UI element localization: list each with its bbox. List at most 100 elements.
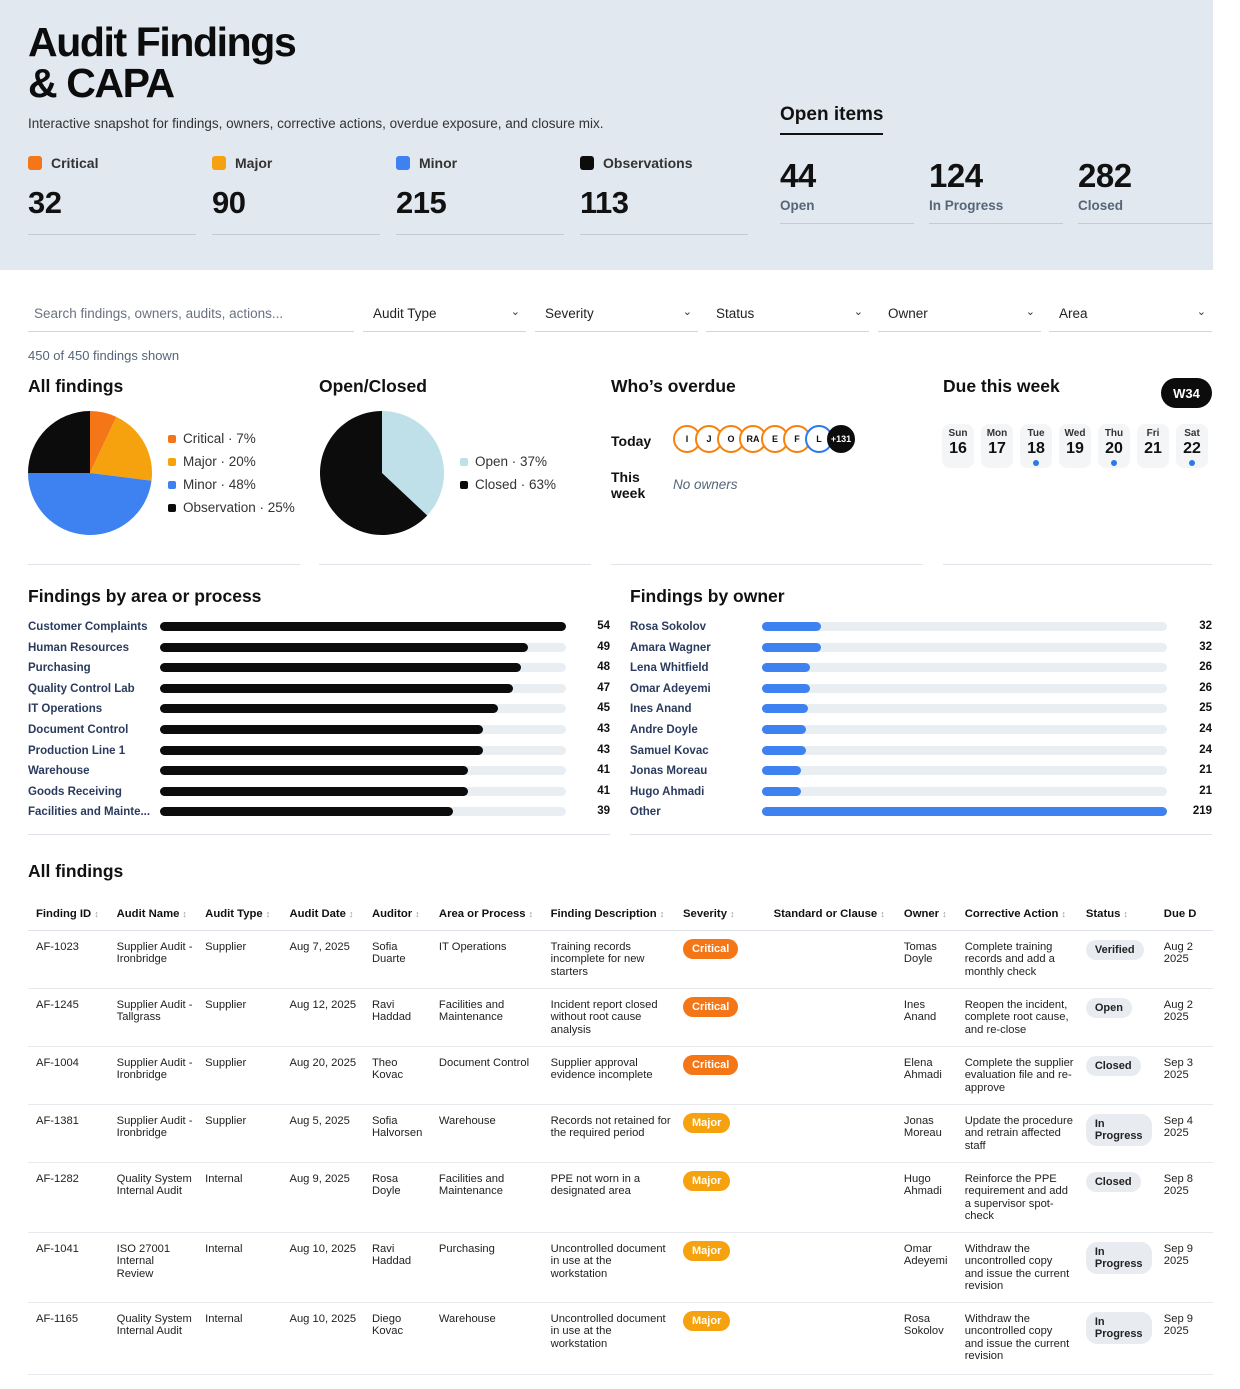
table-row[interactable]: AF-1023 Supplier Audit - Ironbridge Suppli…: [28, 930, 1213, 989]
table-cell: Major: [675, 1104, 766, 1163]
bar-fill: [160, 786, 469, 796]
day-thu[interactable]: Thu 20: [1098, 424, 1130, 468]
column-header[interactable]: Corrective Action ↕: [956, 898, 1078, 931]
table-cell: Critical: [675, 988, 766, 1047]
table-row[interactable]: AF-1282 Quality System Internal Audit Inte…: [28, 1162, 1213, 1233]
table-cell: Internal: [197, 1232, 282, 1303]
status-dropdown[interactable]: Status ⌄: [706, 296, 869, 332]
owner-bar-row[interactable]: Lena Whitfield 26: [630, 658, 1212, 678]
table-row[interactable]: AF-1041 ISO 27001 Internal Review Internal…: [28, 1232, 1213, 1303]
owner-bar-row[interactable]: Omar Adeyemi 26: [630, 679, 1212, 699]
owner-bar-row[interactable]: Other 219: [630, 802, 1212, 822]
owner-bar-row[interactable]: Samuel Kovac 24: [630, 741, 1212, 761]
area-bar-row[interactable]: Human Resources 49: [28, 638, 610, 658]
legend-label: Observation · 25%: [183, 500, 295, 515]
owner-bar-row[interactable]: Rosa Sokolov 32: [630, 617, 1212, 637]
sort-icon[interactable]: ↕: [1123, 908, 1128, 919]
column-header[interactable]: Area or Process ↕: [430, 898, 543, 931]
owner-bar-row[interactable]: Amara Wagner 32: [630, 638, 1212, 658]
sort-icon[interactable]: ↕: [1061, 908, 1066, 919]
sort-icon[interactable]: ↕: [94, 908, 99, 919]
severity-card-critical[interactable]: Critical 32: [28, 155, 196, 235]
in-progress-stat[interactable]: 124 In Progress: [929, 157, 1063, 224]
column-header[interactable]: Standard or Clause ↕: [765, 898, 896, 931]
pie-slice-observation[interactable]: [28, 411, 90, 473]
sort-icon[interactable]: ↕: [182, 908, 187, 919]
pie-slice-open[interactable]: [382, 411, 444, 516]
sort-icon[interactable]: ↕: [265, 908, 271, 919]
column-header[interactable]: Status ↕: [1077, 898, 1156, 931]
table-row[interactable]: AF-1381 Supplier Audit - Ironbridge Suppli…: [28, 1104, 1213, 1163]
owner-bar-row[interactable]: Hugo Ahmadi 21: [630, 782, 1212, 802]
pie-slice-minor[interactable]: [28, 473, 152, 535]
severity-card-minor[interactable]: Minor 215: [396, 155, 564, 235]
area-bar-row[interactable]: Purchasing 48: [28, 658, 610, 678]
search-input[interactable]: [28, 296, 354, 332]
area-bar-row[interactable]: IT Operations 45: [28, 699, 610, 719]
owner-bar-row[interactable]: Andre Doyle 24: [630, 720, 1212, 740]
cell-text: Supplier approval evidence incomplete: [550, 1056, 653, 1082]
sort-icon[interactable]: ↕: [659, 908, 665, 919]
table-cell: Ravi Haddad: [363, 1232, 431, 1303]
area-bar-row[interactable]: Production Line 1 43: [28, 741, 610, 761]
day-tue[interactable]: Tue 18: [1020, 424, 1052, 468]
open-closed-pie[interactable]: [319, 410, 445, 536]
day-sat[interactable]: Sat 22: [1176, 424, 1208, 468]
column-header[interactable]: Audit Type ↕: [197, 898, 282, 931]
table-row[interactable]: AF-1245 Supplier Audit - Tallgrass Supplie…: [28, 988, 1213, 1047]
area-bar-row[interactable]: Goods Receiving 41: [28, 782, 610, 802]
severity-card-major[interactable]: Major 90: [212, 155, 380, 235]
pie-slice-closed[interactable]: [320, 411, 428, 535]
table-row[interactable]: AF-1165 Quality System Internal Audit Inte…: [28, 1302, 1213, 1375]
sort-icon[interactable]: ↕: [880, 908, 885, 919]
column-header[interactable]: Owner ↕: [895, 898, 957, 931]
column-header[interactable]: Auditor ↕: [363, 898, 431, 931]
all-findings-title: All findings: [28, 376, 124, 396]
severity-dropdown[interactable]: Severity ⌄: [535, 296, 698, 332]
column-header[interactable]: Finding ID ↕: [28, 898, 109, 931]
bar-fill: [762, 642, 822, 652]
pie-slice-critical[interactable]: [90, 411, 117, 473]
open-stat[interactable]: 44 Open: [780, 157, 914, 224]
sort-icon[interactable]: ↕: [942, 908, 947, 919]
more-avatars-badge[interactable]: +131: [827, 425, 855, 453]
sort-icon[interactable]: ↕: [348, 908, 354, 919]
column-header[interactable]: Severity ↕: [675, 898, 766, 931]
day-fri[interactable]: Fri 21: [1137, 424, 1169, 468]
sort-icon[interactable]: ↕: [415, 908, 420, 919]
day-mon[interactable]: Mon 17: [981, 424, 1013, 468]
pie-slice-major[interactable]: [90, 416, 152, 481]
area-bar-row[interactable]: Facilities and Mainte... 39: [28, 802, 610, 822]
column-header[interactable]: Due D: [1155, 898, 1213, 931]
area-dropdown[interactable]: Area ⌄: [1049, 296, 1212, 332]
owner-bar-row[interactable]: Jonas Moreau 21: [630, 761, 1212, 781]
severity-card-observations[interactable]: Observations 113: [580, 155, 748, 235]
week-badge[interactable]: W34: [1161, 378, 1212, 408]
audit-type-dropdown[interactable]: Audit Type ⌄: [363, 296, 526, 332]
status-badge: In Progress: [1085, 1241, 1152, 1274]
cell-text: Supplier: [205, 998, 247, 1011]
owner-dropdown[interactable]: Owner ⌄: [878, 296, 1041, 332]
area-bar-row[interactable]: Warehouse 41: [28, 761, 610, 781]
bar-label: Hugo Ahmadi: [630, 785, 705, 798]
area-bar-row[interactable]: Customer Complaints 54: [28, 617, 610, 637]
day-sun[interactable]: Sun 16: [942, 424, 974, 468]
sort-icon[interactable]: ↕: [528, 908, 534, 919]
bar-label: Lena Whitfield: [630, 662, 709, 675]
table-row[interactable]: AF-1004 Supplier Audit - Ironbridge Suppli…: [28, 1046, 1213, 1105]
area-bar-row[interactable]: Quality Control Lab 47: [28, 679, 610, 699]
sort-icon[interactable]: ↕: [729, 908, 735, 919]
bar-track: [160, 663, 566, 673]
closed-stat[interactable]: 282 Closed: [1078, 157, 1212, 224]
owner-bar-row[interactable]: Ines Anand 25: [630, 699, 1212, 719]
column-header[interactable]: Audit Name ↕: [108, 898, 198, 931]
cell-text: Aug 5, 2025: [289, 1114, 350, 1127]
column-header[interactable]: Finding Description ↕: [542, 898, 676, 931]
bar-label: IT Operations: [28, 703, 103, 716]
day-date: 16: [949, 440, 967, 457]
day-wed[interactable]: Wed 19: [1059, 424, 1091, 468]
day-name: Mon: [986, 428, 1008, 439]
column-header[interactable]: Audit Date ↕: [281, 898, 364, 931]
all-findings-pie[interactable]: [28, 410, 152, 536]
area-bar-row[interactable]: Document Control 43: [28, 720, 610, 740]
